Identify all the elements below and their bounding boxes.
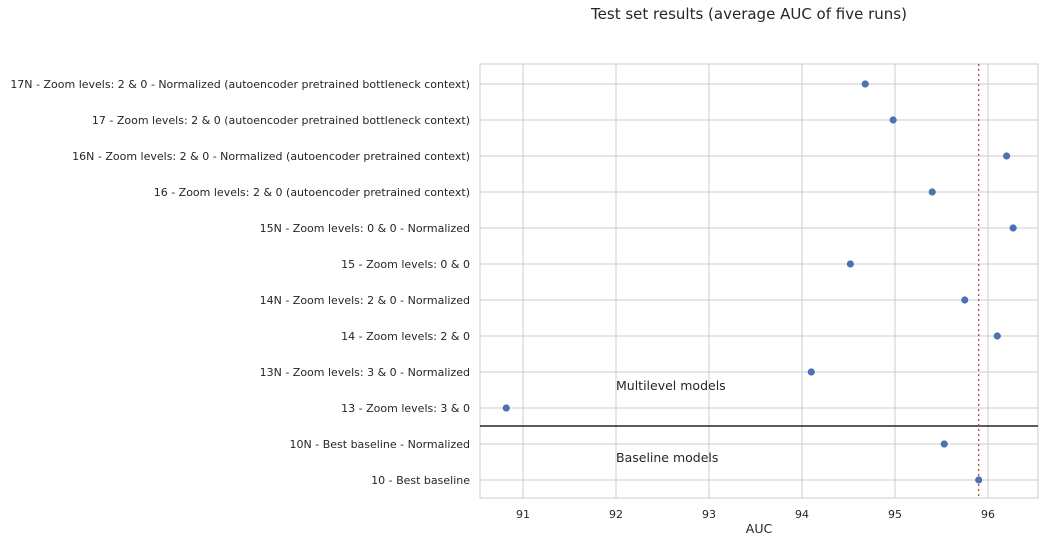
y-tick-label: 14 - Zoom levels: 2 & 0 — [341, 330, 470, 343]
x-tick-label: 95 — [888, 508, 902, 521]
y-tick-label: 13 - Zoom levels: 3 & 0 — [341, 402, 470, 415]
y-tick-label: 13N - Zoom levels: 3 & 0 - Normalized — [260, 366, 470, 379]
y-tick-label: 16 - Zoom levels: 2 & 0 (autoencoder pre… — [154, 186, 470, 199]
y-tick-label: 17N - Zoom levels: 2 & 0 - Normalized (a… — [10, 78, 470, 91]
data-point — [961, 296, 969, 304]
x-tick-label: 93 — [702, 508, 716, 521]
x-tick-label: 92 — [609, 508, 623, 521]
x-axis-label: AUC — [746, 521, 773, 536]
annotation-multilevel: Multilevel models — [616, 378, 726, 393]
y-tick-label: 17 - Zoom levels: 2 & 0 (autoencoder pre… — [92, 114, 470, 127]
data-point — [928, 188, 936, 196]
y-tick-label: 15N - Zoom levels: 0 & 0 - Normalized — [260, 222, 470, 235]
y-tick-labels: 17N - Zoom levels: 2 & 0 - Normalized (a… — [10, 78, 470, 487]
data-point — [975, 476, 983, 484]
data-point — [889, 116, 897, 124]
data-point — [846, 260, 854, 268]
y-tick-label: 14N - Zoom levels: 2 & 0 - Normalized — [260, 294, 470, 307]
data-point — [1009, 224, 1017, 232]
x-tick-label: 96 — [981, 508, 995, 521]
data-point — [940, 440, 948, 448]
x-tick-labels: 91 92 93 94 95 96 — [516, 508, 995, 521]
data-point — [807, 368, 815, 376]
x-tick-label: 91 — [516, 508, 530, 521]
data-point — [502, 404, 510, 412]
annotation-baseline: Baseline models — [616, 450, 718, 465]
y-tick-label: 16N - Zoom levels: 2 & 0 - Normalized (a… — [72, 150, 470, 163]
y-tick-label: 10 - Best baseline — [371, 474, 470, 487]
plot-area — [479, 63, 1039, 499]
y-tick-label: 15 - Zoom levels: 0 & 0 — [341, 258, 470, 271]
data-point — [861, 80, 869, 88]
data-point — [993, 332, 1001, 340]
x-tick-label: 94 — [795, 508, 809, 521]
data-point — [1003, 152, 1011, 160]
data-points — [502, 80, 1017, 484]
y-tick-label: 10N - Best baseline - Normalized — [290, 438, 470, 451]
grid — [480, 64, 1038, 498]
chart-title: Test set results (average AUC of five ru… — [590, 5, 907, 23]
